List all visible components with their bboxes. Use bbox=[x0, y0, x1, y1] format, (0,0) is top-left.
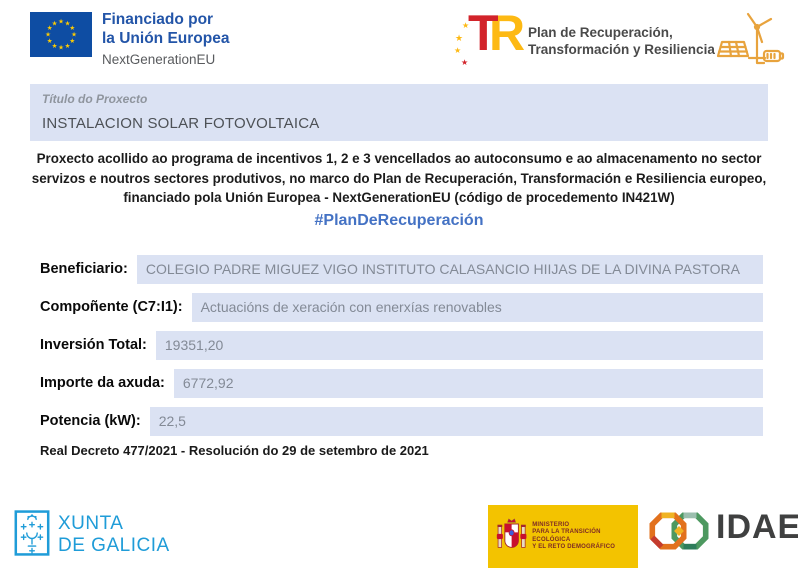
field-value-importe-axuda: 6772,92 bbox=[173, 369, 763, 398]
xunta-wordmark: XUNTA DE GALICIA bbox=[58, 513, 170, 557]
ministerio-title: MINISTERIO PARA LA TRANSICIÓN ECOLÓGICA … bbox=[532, 522, 638, 552]
ministerio-title-line2: PARA LA TRANSICIÓN ECOLÓGICA bbox=[532, 529, 601, 543]
svg-text:★: ★ bbox=[69, 37, 75, 45]
project-title-box: Título do Proxecto INSTALACION SOLAR FOT… bbox=[30, 84, 768, 141]
eu-funding-line2: la Unión Europea bbox=[102, 30, 230, 47]
prtr-title-line1: Plan de Recuperación, bbox=[528, 25, 673, 40]
field-row-importe-axuda: Importe da axuda: 6772,92 bbox=[0, 369, 798, 398]
prtr-star-icon: ★ bbox=[461, 58, 469, 67]
spain-coat-of-arms-icon bbox=[496, 517, 527, 548]
project-title-value: INSTALACION SOLAR FOTOVOLTAICA bbox=[42, 115, 320, 132]
recovery-plan-hashtag: #PlanDeRecuperación bbox=[314, 212, 484, 229]
eu-funding-label: Financiado por la Unión Europea NextGene… bbox=[102, 10, 229, 68]
svg-text:★: ★ bbox=[65, 19, 71, 27]
prtr-logo: ★ ★ ★ ★ T R Plan de Recuperación, Transf… bbox=[452, 5, 792, 74]
prtr-title-line2: Transformación y Resiliencia bbox=[528, 42, 715, 57]
svg-text:★: ★ bbox=[69, 24, 75, 32]
ministerio-logo: MINISTERIO PARA LA TRANSICIÓN ECOLÓGICA … bbox=[488, 505, 638, 568]
field-value-componente: Actuacións de xeración con enerxías reno… bbox=[191, 293, 763, 322]
svg-text:★: ★ bbox=[71, 31, 77, 39]
decree-footnote: Real Decreto 477/2021 - Resolución do 29… bbox=[40, 443, 429, 458]
ministerio-title-line3: Y EL RETO DEMOGRÁFICO bbox=[532, 544, 616, 550]
xunta-emblem-icon bbox=[14, 510, 50, 556]
field-label-inversion-total: Inversión Total: bbox=[40, 337, 147, 353]
ministerio-title-line1: MINISTERIO bbox=[532, 521, 570, 528]
eu-funding-line1: Financiado por bbox=[102, 11, 214, 28]
field-label-importe-axuda: Importe da axuda: bbox=[40, 375, 165, 391]
prtr-star-icon: ★ bbox=[454, 46, 462, 55]
field-row-inversion-total: Inversión Total: 19351,20 bbox=[0, 331, 798, 360]
field-value-inversion-total: 19351,20 bbox=[155, 331, 763, 360]
program-description: Proxecto acollido ao programa de incenti… bbox=[31, 151, 767, 205]
field-row-beneficiario: Beneficiario: COLEGIO PADRE MIGUEZ VIGO … bbox=[0, 255, 798, 284]
next-generation-eu-label: NextGenerationEU bbox=[102, 52, 216, 67]
renewables-icon bbox=[716, 12, 785, 65]
field-label-beneficiario: Beneficiario: bbox=[40, 261, 128, 277]
svg-text:★: ★ bbox=[52, 19, 58, 27]
svg-text:★: ★ bbox=[45, 31, 51, 39]
svg-text:★: ★ bbox=[58, 18, 64, 26]
project-title-label: Título do Proxecto bbox=[42, 92, 148, 106]
field-row-potencia: Potencia (kW): 22,5 bbox=[0, 407, 798, 436]
svg-text:★: ★ bbox=[47, 24, 53, 32]
field-value-potencia: 22,5 bbox=[149, 407, 763, 436]
svg-text:★: ★ bbox=[47, 37, 53, 45]
prtr-star-icon: ★ bbox=[462, 21, 470, 30]
svg-text:★: ★ bbox=[52, 42, 58, 50]
eu-flag-icon: ★ ★ ★★ ★★ ★★ ★★ ★★ bbox=[30, 12, 92, 57]
prtr-t-icon: T bbox=[468, 5, 499, 61]
svg-text:★: ★ bbox=[65, 42, 71, 50]
prtr-title: Plan de Recuperación, Transformación y R… bbox=[528, 24, 715, 58]
idae-octagons-icon bbox=[649, 512, 709, 550]
field-value-beneficiario: COLEGIO PADRE MIGUEZ VIGO INSTITUTO CALA… bbox=[136, 255, 763, 284]
prtr-r-icon: R bbox=[489, 5, 526, 61]
field-label-componente: Compoñente (C7:I1): bbox=[40, 299, 183, 315]
svg-text:★: ★ bbox=[58, 44, 64, 52]
idae-wordmark: IDAE bbox=[716, 508, 798, 546]
xunta-wordmark-line1: XUNTA bbox=[58, 513, 124, 534]
xunta-wordmark-line2: DE GALICIA bbox=[58, 535, 170, 556]
field-row-componente: Compoñente (C7:I1): Actuacións de xeraci… bbox=[0, 293, 798, 322]
prtr-star-icon: ★ bbox=[455, 33, 464, 43]
field-label-potencia: Potencia (kW): bbox=[40, 413, 141, 429]
